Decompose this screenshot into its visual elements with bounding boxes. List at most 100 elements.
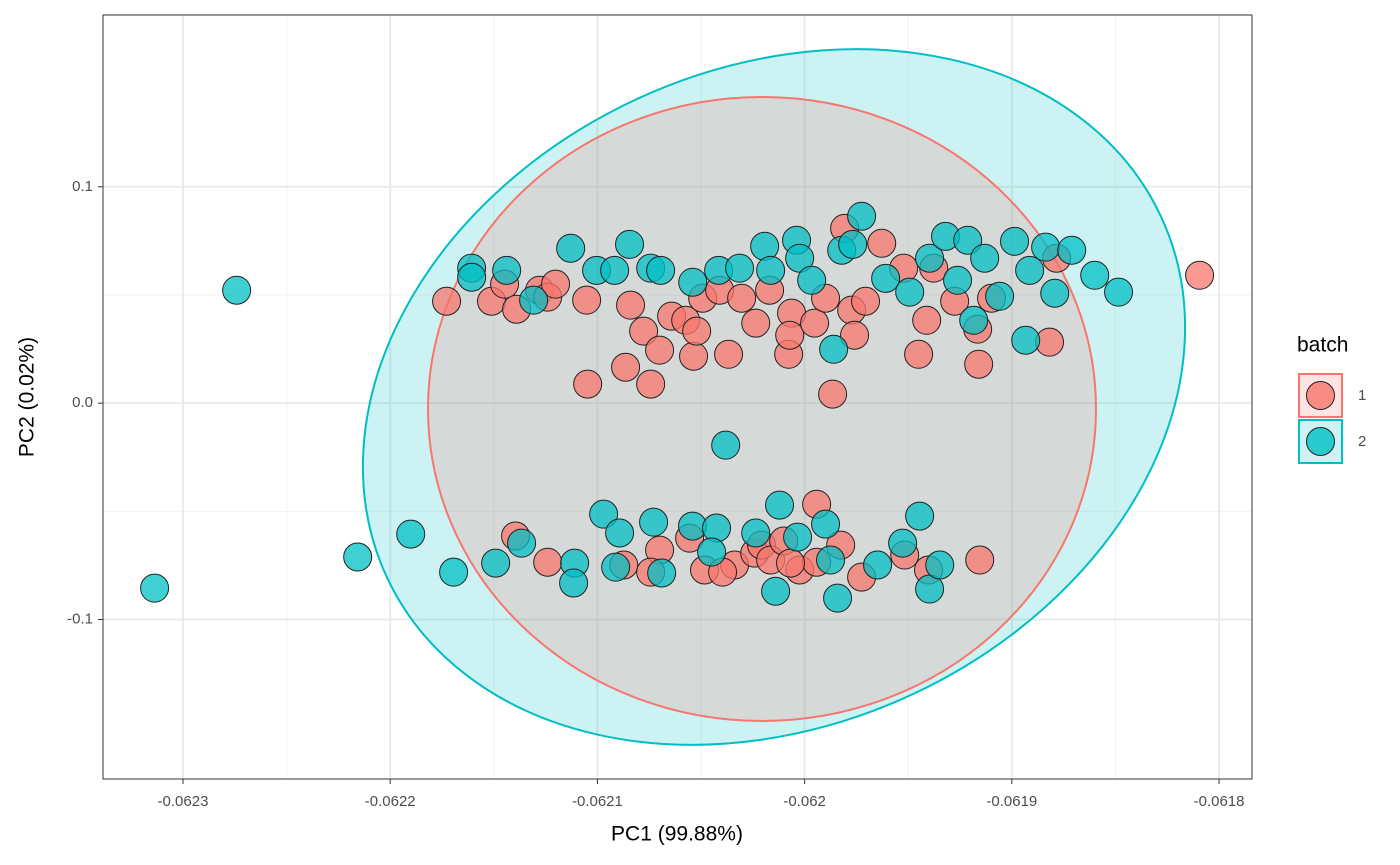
x-tick-label: -0.0623 (158, 793, 209, 810)
legend: batch 1 2 (1297, 334, 1366, 464)
axes: -0.0623 -0.0622 -0.0621 -0.062 -0.0619 -0.061… (67, 178, 1244, 810)
point (679, 341, 709, 371)
panel (103, 15, 1252, 779)
point (481, 548, 511, 578)
x-tick-label: -0.0618 (1194, 793, 1245, 810)
point (925, 550, 955, 580)
point (714, 339, 744, 369)
point (985, 281, 1015, 311)
point (636, 369, 666, 399)
point (396, 519, 426, 549)
point (750, 231, 780, 261)
ellipse-1 (427, 96, 1097, 722)
point (1015, 255, 1045, 285)
point (819, 334, 849, 364)
point (1104, 277, 1134, 307)
point (1011, 325, 1041, 355)
point (1080, 260, 1110, 290)
legend-title: batch (1297, 334, 1348, 357)
point (697, 537, 727, 567)
x-tick-label: -0.0619 (986, 793, 1037, 810)
point (600, 255, 630, 285)
x-tick-label: -0.062 (783, 793, 826, 810)
point (761, 576, 791, 606)
point (818, 379, 848, 409)
point (783, 522, 813, 552)
point (741, 518, 771, 548)
y-tick-label: -0.1 (67, 611, 93, 628)
point (970, 243, 1000, 273)
point (507, 528, 537, 558)
point (639, 507, 669, 537)
point (222, 275, 252, 305)
point (863, 550, 893, 580)
point (775, 320, 805, 350)
point (725, 253, 755, 283)
y-tick-label: 0.1 (72, 178, 93, 195)
point (871, 263, 901, 293)
point (1040, 278, 1070, 308)
point (572, 285, 602, 315)
point (895, 277, 925, 307)
point (601, 552, 631, 582)
panel-border (102, 14, 1253, 780)
point (556, 233, 586, 263)
point (959, 305, 989, 335)
point (457, 262, 487, 292)
point (646, 255, 676, 285)
point (533, 547, 563, 577)
point (492, 255, 522, 285)
legend-label: 1 (1358, 387, 1366, 404)
point (559, 568, 589, 598)
point (615, 229, 645, 259)
legend-label: 2 (1358, 433, 1366, 450)
point (888, 528, 918, 558)
point (1000, 226, 1030, 256)
x-tick-label: -0.0621 (572, 793, 623, 810)
point (682, 316, 712, 346)
point (541, 269, 571, 299)
point (800, 308, 830, 338)
points (140, 201, 1215, 613)
point (965, 545, 995, 575)
point (811, 509, 841, 539)
point (647, 558, 677, 588)
point (611, 352, 641, 382)
point (765, 490, 795, 520)
point (711, 430, 741, 460)
point (439, 557, 469, 587)
point (867, 228, 897, 258)
y-axis-title: PC2 (0.02%) (16, 337, 39, 457)
point (915, 243, 945, 273)
point (912, 305, 942, 335)
point (1031, 232, 1061, 262)
point (589, 499, 619, 529)
point (756, 255, 786, 285)
point (823, 583, 853, 613)
point (645, 335, 675, 365)
point (964, 349, 994, 379)
point (1057, 235, 1087, 265)
point (1185, 260, 1215, 290)
point (797, 265, 827, 295)
point (432, 286, 462, 316)
point (953, 225, 983, 255)
point (573, 369, 603, 399)
point (838, 229, 868, 259)
point (629, 316, 659, 346)
grid (103, 15, 1252, 779)
point (851, 286, 881, 316)
point (741, 308, 771, 338)
point (605, 518, 635, 548)
point (727, 283, 757, 313)
point (776, 548, 806, 578)
point (616, 290, 646, 320)
legend-symbol (1306, 381, 1335, 410)
point (847, 201, 877, 231)
point (905, 501, 935, 531)
point (904, 339, 934, 369)
point (840, 320, 870, 350)
point (943, 265, 973, 295)
point (702, 513, 732, 543)
